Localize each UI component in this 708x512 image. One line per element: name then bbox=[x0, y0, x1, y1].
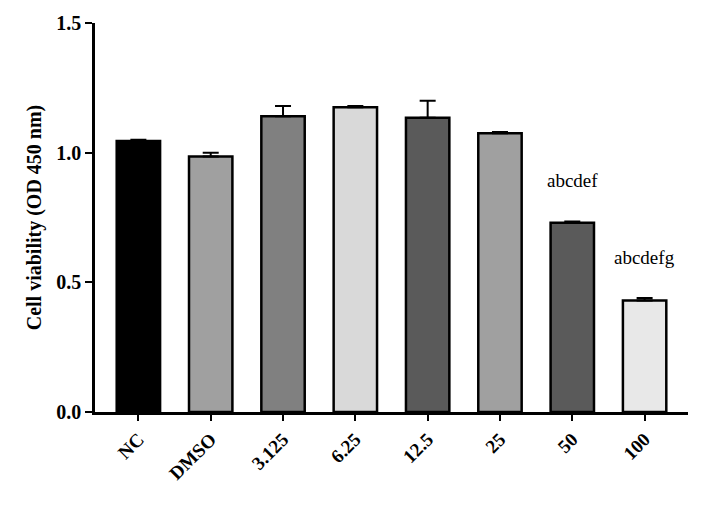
svg-text:abcdefg: abcdefg bbox=[614, 247, 675, 268]
svg-text:25: 25 bbox=[481, 429, 509, 457]
svg-text:abcdef: abcdef bbox=[547, 170, 598, 191]
svg-text:0.5: 0.5 bbox=[56, 271, 81, 293]
svg-text:50: 50 bbox=[554, 429, 582, 457]
svg-text:1.5: 1.5 bbox=[56, 12, 81, 34]
svg-text:1.0: 1.0 bbox=[56, 142, 81, 164]
svg-text:0.0: 0.0 bbox=[56, 401, 81, 423]
svg-text:DMSO: DMSO bbox=[165, 429, 220, 484]
svg-text:Cell viability (OD 450 nm): Cell viability (OD 450 nm) bbox=[23, 105, 46, 331]
svg-text:12.5: 12.5 bbox=[399, 429, 437, 467]
svg-text:NC: NC bbox=[114, 429, 148, 463]
svg-text:6.25: 6.25 bbox=[327, 429, 365, 467]
svg-text:3.125: 3.125 bbox=[247, 429, 292, 474]
svg-text:100: 100 bbox=[619, 429, 654, 464]
